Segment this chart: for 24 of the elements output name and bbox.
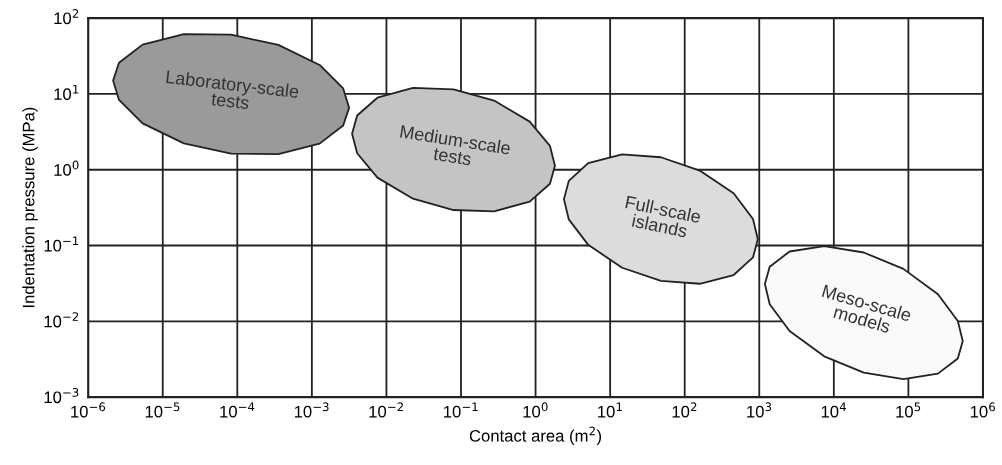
y-tick-label: 10$^{−1}$ — [44, 236, 79, 252]
series-label: Laboratory-scale tests — [165, 69, 300, 110]
series-label: Full-scale islands — [625, 195, 702, 238]
x-tick-label: 10$^{5}$ — [896, 402, 921, 418]
x-tick-label: 10$^{4}$ — [821, 402, 846, 418]
y-tick-label: 10$^{2}$ — [54, 9, 79, 25]
x-tick-label: 10$^{−3}$ — [294, 402, 329, 418]
y-axis-title: Indentation pressure (MPa) — [22, 107, 38, 308]
x-tick-label: 10$^{−2}$ — [369, 402, 403, 418]
x-tick-label: 10$^{−1}$ — [444, 402, 478, 418]
x-tick-label: 10$^{6}$ — [970, 402, 996, 418]
x-tick-label: 10$^{2}$ — [672, 402, 697, 418]
y-tick-label: 10$^{−3}$ — [44, 387, 79, 404]
x-axis-title: Contact area (m$^{2}$) — [469, 426, 602, 446]
y-tick-label: 10$^{0}$ — [54, 160, 79, 176]
series-label: Medium-scale tests — [400, 124, 511, 166]
x-tick-label: 10$^{−6}$ — [71, 402, 106, 418]
x-tick-label: 10$^{−5}$ — [145, 402, 180, 418]
y-tick-label: 10$^{−2}$ — [44, 312, 79, 328]
x-tick-label: 10$^{1}$ — [598, 402, 622, 418]
y-tick-label: 10$^{1}$ — [54, 84, 79, 101]
x-tick-label: 10$^{0}$ — [523, 402, 548, 418]
x-tick-label: 10$^{−4}$ — [220, 402, 255, 418]
x-tick-label: 10$^{3}$ — [747, 402, 772, 418]
